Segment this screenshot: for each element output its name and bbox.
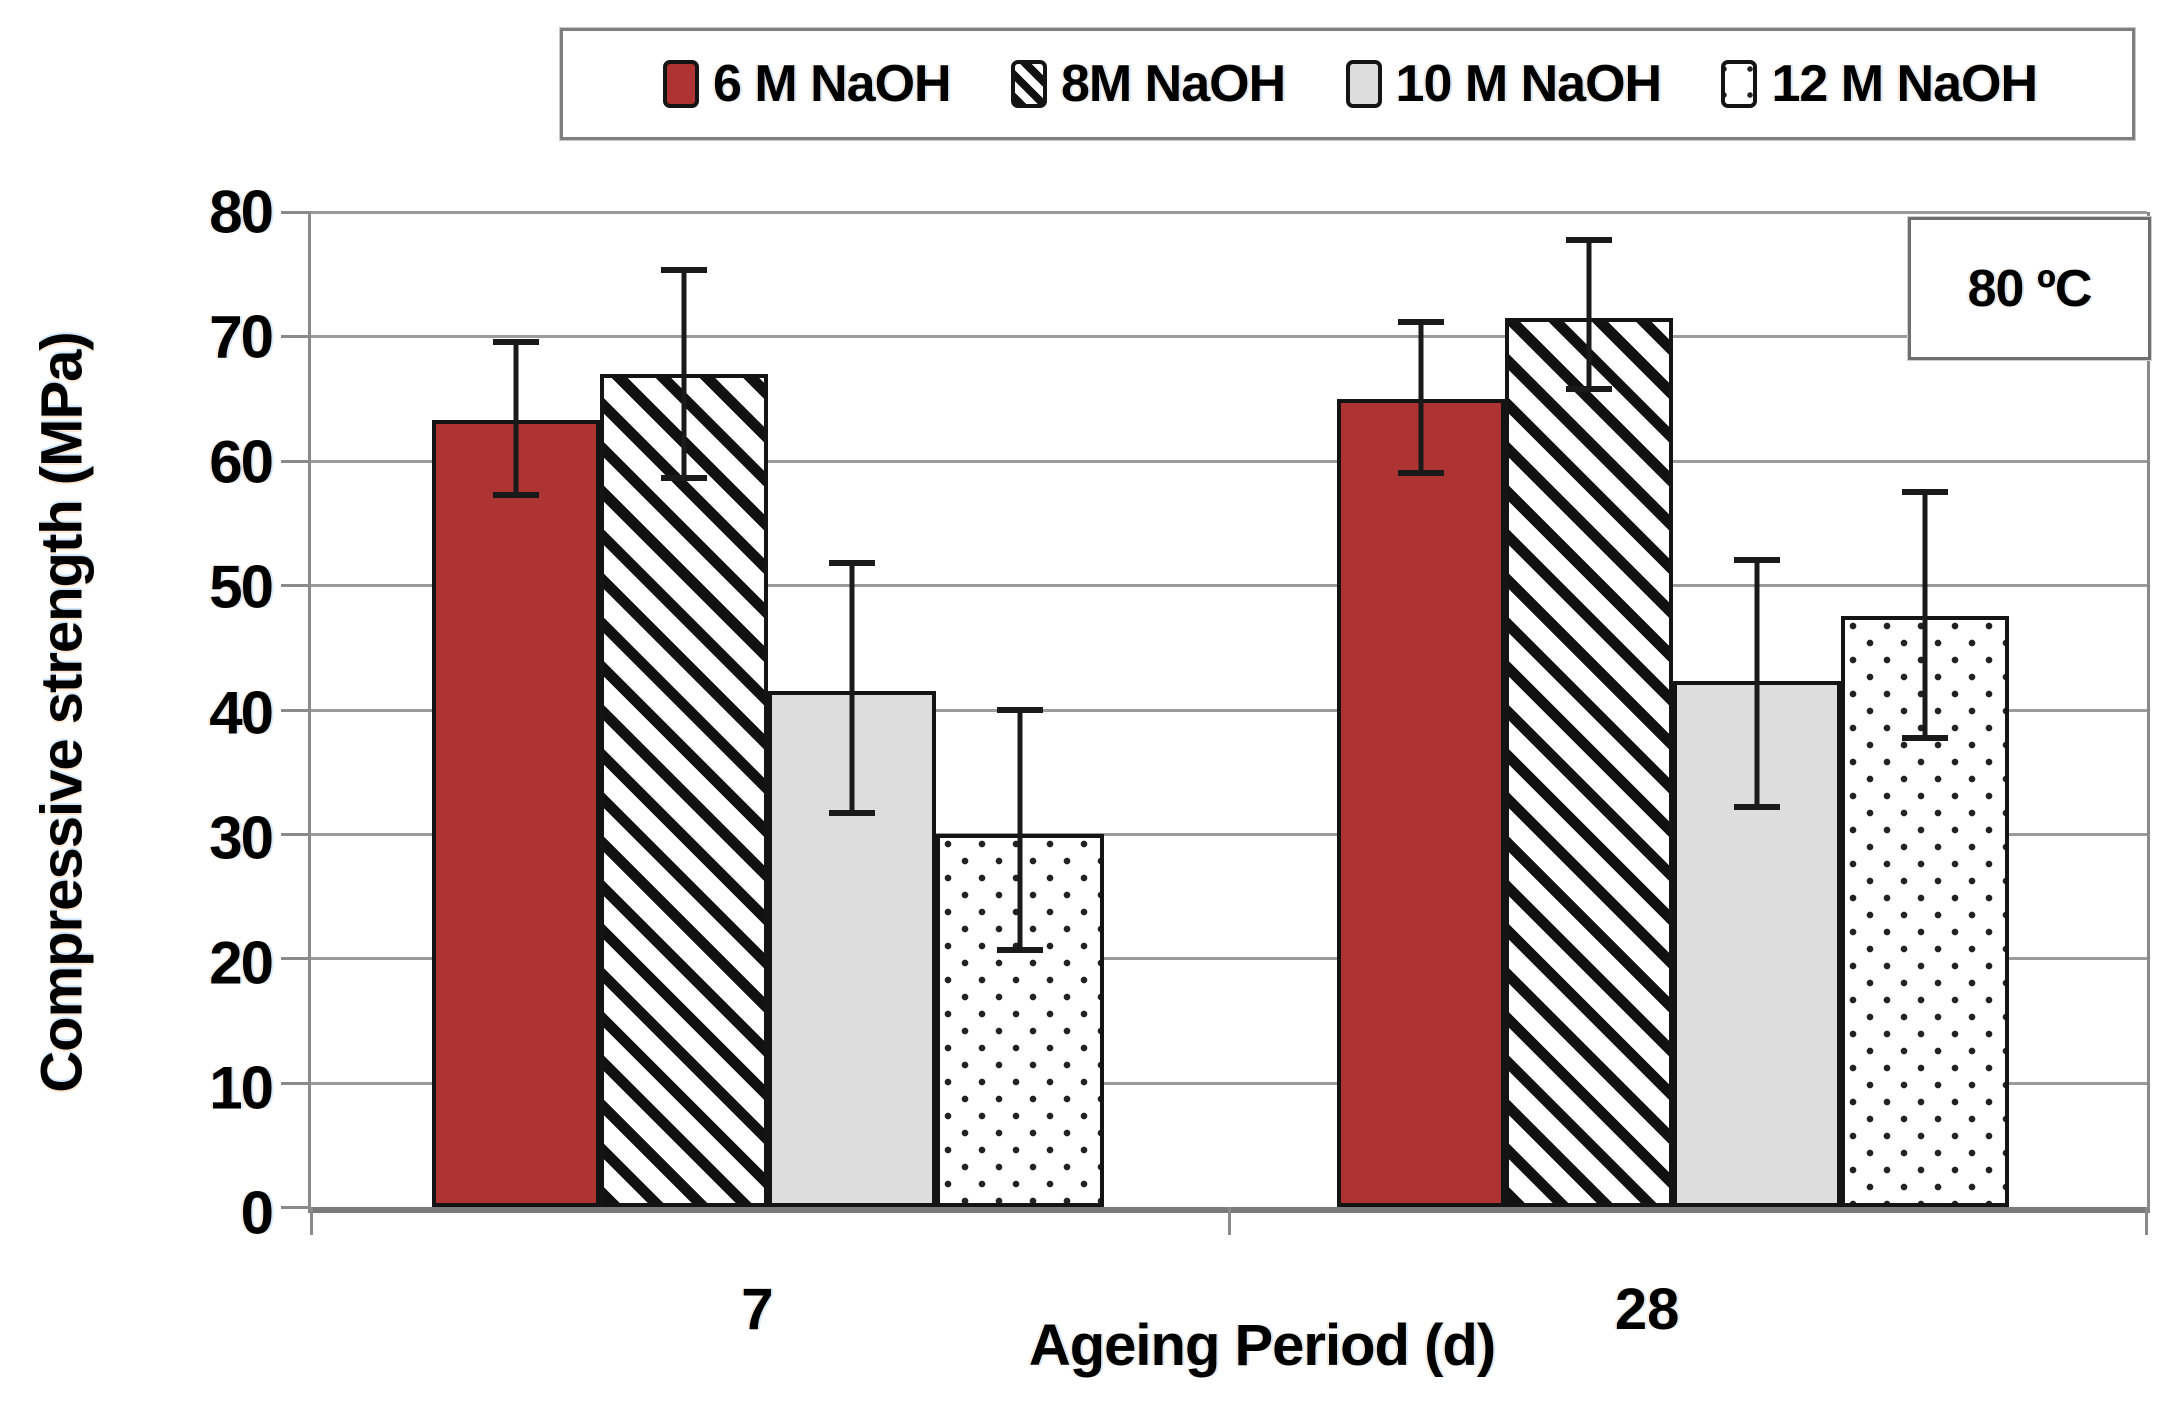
error-bar-cap-bottom — [997, 947, 1044, 954]
error-bar-7d-8m-naoh — [600, 266, 768, 481]
y-tick-label-10: 10 — [209, 1054, 274, 1122]
y-tick-70 — [281, 335, 311, 339]
x-tick-0 — [310, 1207, 313, 1235]
y-tick-30 — [281, 832, 311, 836]
bar-7d-6-m-naoh — [432, 419, 601, 1207]
y-axis-title-text: Compressive strength (MPa) — [29, 332, 95, 1093]
error-bar-cap-bottom — [661, 474, 708, 481]
x-axis-title: Ageing Period (d) — [1028, 1313, 1496, 1378]
y-tick-0 — [281, 1206, 311, 1209]
error-bar-cap-top — [1734, 556, 1781, 563]
error-bar-line — [849, 560, 855, 817]
legend-item-12-m-naoh: 12 M NaOH — [1721, 54, 2038, 114]
gridline-20 — [311, 957, 2147, 961]
y-tick-10 — [281, 1081, 311, 1085]
error-bar-cap-top — [1398, 318, 1445, 325]
category-label-28: 28 — [1614, 1277, 1680, 1342]
error-bar-line — [1586, 236, 1592, 393]
legend-label-6-m-naoh: 6 M NaOH — [713, 55, 952, 113]
y-axis-tick-labels: 0 10 20 30 40 50 60 70 80 — [100, 179, 274, 1247]
gridline-60 — [311, 459, 2147, 463]
error-bar-28d-10-m-naoh — [1673, 556, 1841, 811]
bar-28d-10-m-naoh — [1673, 680, 1842, 1207]
gridline-70 — [311, 335, 2147, 339]
legend-swatch-10-m-naoh — [1345, 60, 1382, 108]
error-bar-cap-bottom — [1566, 386, 1613, 393]
error-bar-line — [1418, 318, 1424, 476]
legend-label-8m-naoh: 8M NaOH — [1061, 55, 1286, 113]
plot-area: 80 ºC — [281, 211, 2151, 1235]
error-bar-cap-bottom — [1398, 469, 1445, 476]
y-tick-label-70: 70 — [209, 303, 274, 371]
y-tick-label-20: 20 — [209, 929, 274, 997]
error-bar-28d-6-m-naoh — [1337, 318, 1505, 476]
error-bar-cap-top — [493, 338, 540, 345]
x-tick-1 — [1228, 1207, 1231, 1235]
gridline-50 — [311, 584, 2147, 588]
temperature-annotation-box: 80 ºC — [1908, 217, 2151, 360]
error-bar-cap-bottom — [493, 492, 540, 499]
error-bar-cap-bottom — [1734, 804, 1781, 811]
y-tick-20 — [281, 957, 311, 961]
temperature-annotation-text: 80 ºC — [1967, 259, 2093, 318]
legend-item-6-m-naoh: 6 M NaOH — [663, 54, 952, 114]
legend-swatch-6-m-naoh — [663, 60, 699, 108]
y-tick-60 — [281, 459, 311, 463]
y-tick-label-80: 80 — [209, 178, 274, 246]
legend-swatch-12-m-naoh — [1721, 60, 1758, 108]
legend-item-10-m-naoh: 10 M NaOH — [1345, 54, 1663, 114]
y-tick-50 — [281, 584, 311, 588]
bar-7d-12-m-naoh — [936, 833, 1105, 1207]
y-tick-label-0: 0 — [240, 1179, 274, 1247]
error-bar-7d-10-m-naoh — [768, 560, 936, 817]
y-tick-label-60: 60 — [209, 428, 274, 496]
gridline-10 — [311, 1081, 2147, 1085]
error-bar-28d-8m-naoh — [1505, 236, 1673, 393]
x-axis-tick-labels: 7 28 — [308, 1276, 2150, 1356]
error-bar-28d-12-m-naoh — [1841, 489, 2009, 741]
gridline-30 — [311, 832, 2147, 836]
y-tick-label-50: 50 — [209, 553, 274, 621]
error-bar-cap-top — [829, 560, 876, 567]
error-bar-cap-bottom — [1902, 734, 1949, 741]
legend-label-12-m-naoh: 12 M NaOH — [1771, 55, 2038, 113]
error-bar-line — [681, 266, 687, 481]
error-bar-line — [1754, 556, 1760, 811]
bar-28d-8m-naoh — [1505, 317, 1674, 1207]
y-tick-label-30: 30 — [209, 804, 274, 872]
category-label-7: 7 — [741, 1277, 774, 1342]
legend-swatch-8m-naoh — [1011, 60, 1047, 108]
bar-7d-8m-naoh — [600, 373, 769, 1207]
bar-28d-6-m-naoh — [1337, 398, 1506, 1207]
error-bar-line — [513, 338, 519, 499]
error-bar-cap-top — [1902, 489, 1949, 496]
gridline-80 — [311, 211, 2147, 214]
error-bar-cap-top — [1566, 236, 1613, 243]
error-bar-7d-12-m-naoh — [936, 707, 1104, 954]
error-bar-cap-top — [997, 707, 1044, 713]
legend: 6 M NaOH 8M NaOH 10 M NaOH 12 M NaOH — [560, 28, 2135, 140]
error-bar-cap-top — [661, 266, 708, 273]
y-tick-40 — [281, 708, 311, 712]
error-bar-cap-bottom — [829, 810, 876, 817]
y-tick-label-40: 40 — [209, 679, 274, 746]
error-bar-line — [1922, 489, 1928, 741]
legend-item-8m-naoh: 8M NaOH — [1011, 54, 1286, 114]
y-tick-80 — [281, 211, 311, 214]
x-tick-2 — [2145, 1207, 2148, 1235]
gridline-40 — [311, 708, 2147, 712]
error-bar-7d-6-m-naoh — [432, 338, 600, 499]
error-bar-line — [1017, 707, 1023, 954]
legend-label-10-m-naoh: 10 M NaOH — [1395, 55, 1663, 113]
